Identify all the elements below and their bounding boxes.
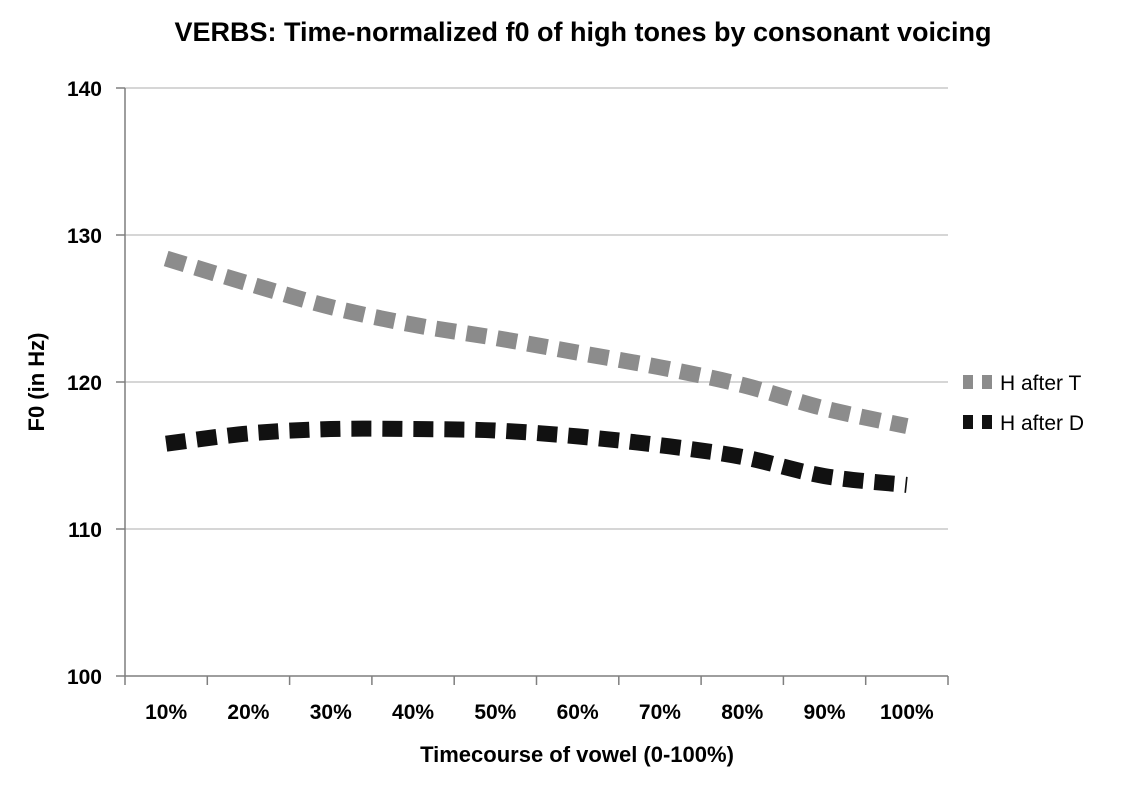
y-tick-label-100: 100 bbox=[67, 666, 102, 689]
x-tick-label-50pct: 50% bbox=[474, 701, 516, 724]
x-tick-label-80pct: 80% bbox=[721, 701, 763, 724]
chart-title: VERBS: Time-normalized f0 of high tones … bbox=[174, 17, 991, 47]
x-axis-label: Timecourse of vowel (0-100%) bbox=[420, 742, 734, 767]
series-lines bbox=[163, 250, 909, 493]
y-axis-ticks: 100 110 120 130 140 bbox=[67, 78, 125, 689]
gridlines bbox=[125, 87, 948, 530]
x-tick-label-30pct: 30% bbox=[310, 701, 352, 724]
x-tick-label-20pct: 20% bbox=[227, 701, 269, 724]
legend-label-h-after-t: H after T bbox=[1000, 372, 1081, 395]
series-line-h-after-d bbox=[165, 420, 908, 493]
y-tick-label-120: 120 bbox=[67, 372, 102, 395]
x-tick-label-60pct: 60% bbox=[557, 701, 599, 724]
y-tick-label-130: 130 bbox=[67, 225, 102, 248]
x-tick-label-100pct: 100% bbox=[880, 701, 934, 724]
x-tick-label-10pct: 10% bbox=[145, 701, 187, 724]
legend: H after T H after D bbox=[963, 372, 1084, 435]
x-tick-label-70pct: 70% bbox=[639, 701, 681, 724]
y-tick-label-110: 110 bbox=[68, 519, 102, 542]
y-axis-label: F0 (in Hz) bbox=[24, 333, 49, 432]
x-tick-label-40pct: 40% bbox=[392, 701, 434, 724]
x-tick-label-90pct: 90% bbox=[804, 701, 846, 724]
y-tick-label-140: 140 bbox=[67, 78, 102, 101]
legend-label-h-after-d: H after D bbox=[1000, 412, 1084, 435]
x-axis-ticks: 10% 20% 30% 40% 50% 60% 70% 80% 90% 100% bbox=[124, 676, 949, 724]
series-line-h-after-t bbox=[163, 250, 909, 434]
